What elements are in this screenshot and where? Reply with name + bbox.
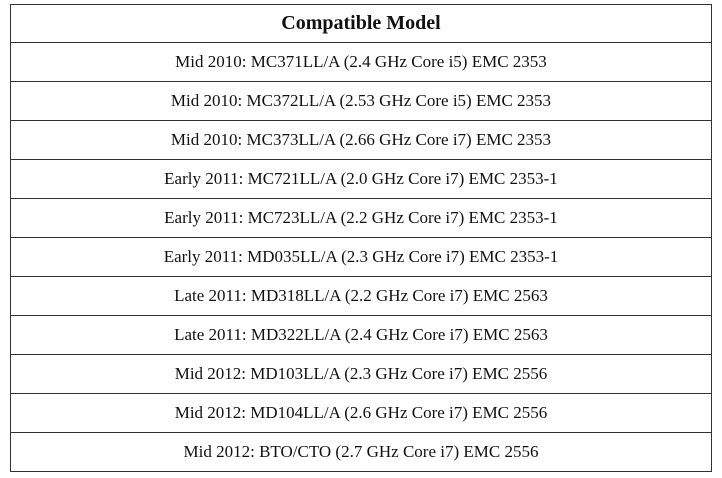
table-row: Mid 2012: MD104LL/A (2.6 GHz Core i7) EM… (10, 393, 712, 433)
model-cell: Mid 2012: MD104LL/A (2.6 GHz Core i7) EM… (10, 393, 712, 433)
table-row: Early 2011: MD035LL/A (2.3 GHz Core i7) … (10, 237, 712, 277)
model-cell: Mid 2012: MD103LL/A (2.3 GHz Core i7) EM… (10, 354, 712, 394)
table-row: Mid 2010: MC373LL/A (2.66 GHz Core i7) E… (10, 120, 712, 160)
table-row: Early 2011: MC723LL/A (2.2 GHz Core i7) … (10, 198, 712, 238)
table-row: Late 2011: MD318LL/A (2.2 GHz Core i7) E… (10, 276, 712, 316)
table-body: Mid 2010: MC371LL/A (2.4 GHz Core i5) EM… (10, 42, 712, 472)
table-row: Mid 2012: BTO/CTO (2.7 GHz Core i7) EMC … (10, 432, 712, 472)
compatibility-table: Compatible Model Mid 2010: MC371LL/A (2.… (10, 4, 712, 472)
model-cell: Mid 2010: MC371LL/A (2.4 GHz Core i5) EM… (10, 42, 712, 82)
table-row: Late 2011: MD322LL/A (2.4 GHz Core i7) E… (10, 315, 712, 355)
table-row: Mid 2012: MD103LL/A (2.3 GHz Core i7) EM… (10, 354, 712, 394)
model-cell: Late 2011: MD318LL/A (2.2 GHz Core i7) E… (10, 276, 712, 316)
header-cell: Compatible Model (10, 4, 712, 43)
model-cell: Early 2011: MC723LL/A (2.2 GHz Core i7) … (10, 198, 712, 238)
model-cell: Mid 2012: BTO/CTO (2.7 GHz Core i7) EMC … (10, 432, 712, 472)
model-cell: Mid 2010: MC373LL/A (2.66 GHz Core i7) E… (10, 120, 712, 160)
table-row: Early 2011: MC721LL/A (2.0 GHz Core i7) … (10, 159, 712, 199)
table-row: Mid 2010: MC372LL/A (2.53 GHz Core i5) E… (10, 81, 712, 121)
header-row: Compatible Model (10, 4, 712, 43)
model-cell: Mid 2010: MC372LL/A (2.53 GHz Core i5) E… (10, 81, 712, 121)
model-cell: Early 2011: MC721LL/A (2.0 GHz Core i7) … (10, 159, 712, 199)
model-cell: Early 2011: MD035LL/A (2.3 GHz Core i7) … (10, 237, 712, 277)
table-row: Mid 2010: MC371LL/A (2.4 GHz Core i5) EM… (10, 42, 712, 82)
model-cell: Late 2011: MD322LL/A (2.4 GHz Core i7) E… (10, 315, 712, 355)
